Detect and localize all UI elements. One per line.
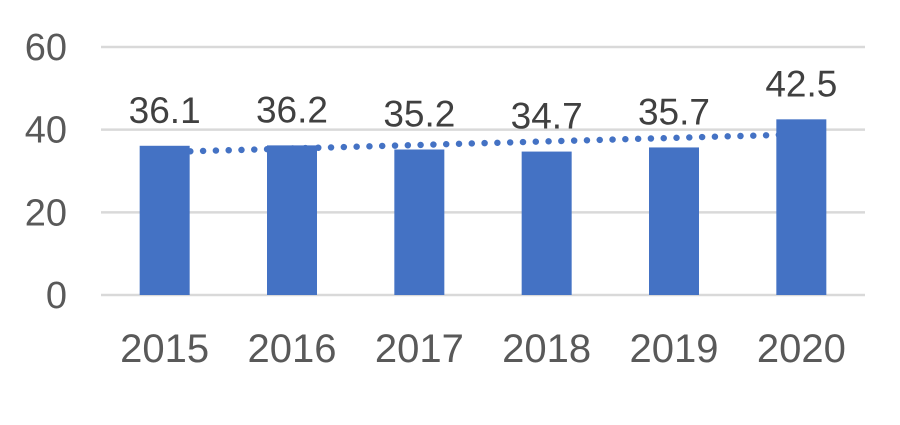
- x-axis-label: 2016: [248, 327, 337, 371]
- bar-data-label: 34.7: [511, 96, 583, 137]
- bar-data-label: 42.5: [765, 63, 837, 104]
- bar-2018: [521, 151, 572, 295]
- bar-2019: [649, 147, 699, 295]
- x-axis-label: 2017: [375, 327, 464, 371]
- x-axis-label: 2019: [630, 327, 719, 371]
- bar-data-label: 35.7: [638, 91, 710, 132]
- y-tick-label: 0: [46, 275, 67, 317]
- bar-data-label: 36.1: [129, 90, 201, 131]
- x-axis-label: 2020: [757, 327, 846, 371]
- y-tick-label: 40: [25, 110, 67, 152]
- bar-2016: [267, 145, 317, 295]
- trendline: [161, 131, 805, 156]
- bar-data-label: 35.2: [383, 94, 455, 135]
- bar-2020: [776, 119, 827, 295]
- x-axis-label: 2015: [120, 327, 209, 371]
- bar-2017: [394, 149, 445, 295]
- bar-data-label: 36.2: [256, 89, 328, 130]
- y-tick-label: 20: [25, 192, 67, 234]
- bar-2015: [139, 145, 190, 295]
- x-axis-label: 2018: [502, 327, 591, 371]
- y-tick-label: 60: [25, 27, 67, 69]
